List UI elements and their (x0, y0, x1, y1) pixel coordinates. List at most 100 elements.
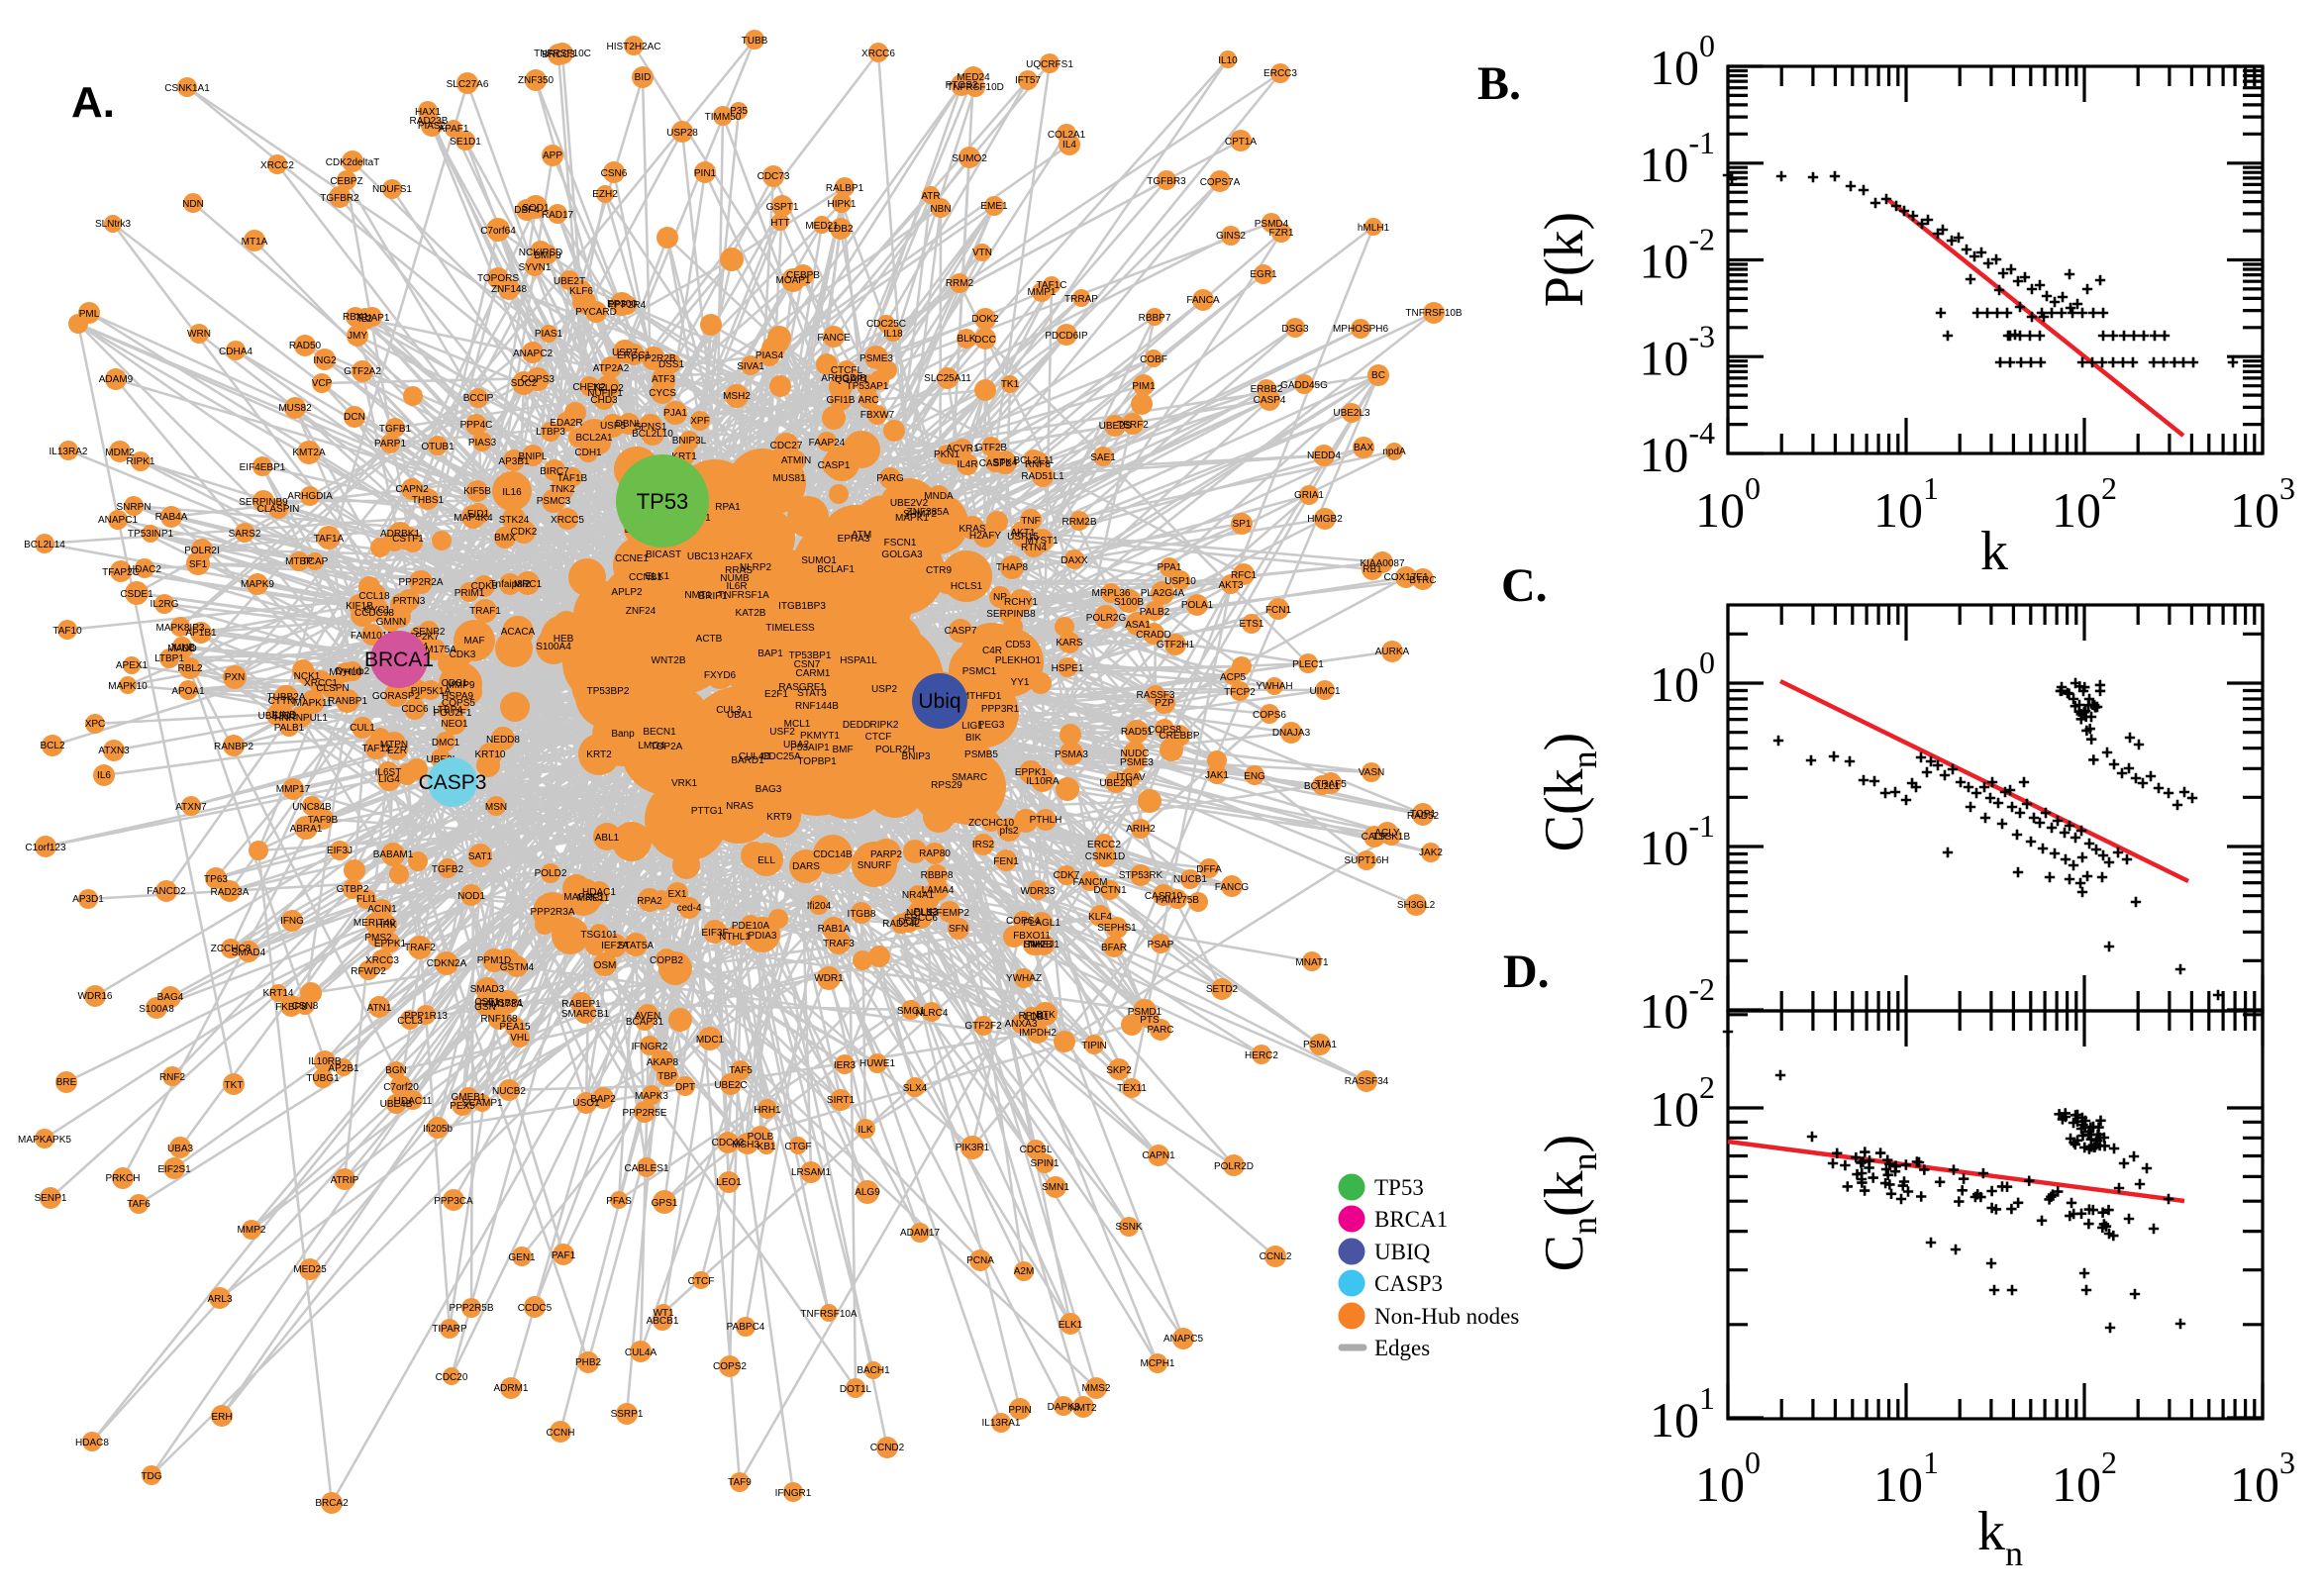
svg-text:LEO1: LEO1 (716, 1177, 742, 1188)
svg-text:GTF2H1: GTF2H1 (1157, 640, 1195, 650)
svg-text:SENP1: SENP1 (35, 1193, 67, 1204)
svg-text:STK24: STK24 (499, 515, 530, 526)
svg-text:C(kn): C(kn) (1534, 733, 1604, 852)
svg-text:PDIA3: PDIA3 (749, 931, 777, 942)
svg-text:TNFRSF10A: TNFRSF10A (800, 1309, 858, 1320)
svg-text:HDAC8: HDAC8 (75, 1438, 109, 1448)
svg-text:CYCS: CYCS (649, 388, 676, 399)
svg-text:HCLS1: HCLS1 (951, 581, 983, 592)
svg-text:KRT10: KRT10 (475, 749, 506, 760)
svg-text:KAT2B: KAT2B (736, 608, 766, 619)
svg-text:TGFBR2: TGFBR2 (320, 193, 359, 204)
svg-text:BNIPL: BNIPL (519, 451, 548, 462)
svg-text:C7orf20: C7orf20 (383, 1082, 419, 1093)
svg-text:CASP1: CASP1 (818, 460, 851, 471)
svg-text:PPP2R2A: PPP2R2A (398, 577, 443, 588)
svg-text:GMEB1: GMEB1 (451, 1092, 485, 1103)
svg-text:RNF144B: RNF144B (795, 701, 839, 712)
svg-text:RANBP1: RANBP1 (328, 696, 367, 707)
svg-text:VRK1: VRK1 (671, 778, 698, 789)
svg-text:BACH1: BACH1 (857, 1365, 890, 1376)
svg-text:ITGB8: ITGB8 (848, 909, 876, 920)
svg-text:MAPKAPK5: MAPKAPK5 (18, 1135, 71, 1146)
svg-text:CTCF: CTCF (865, 732, 892, 743)
svg-text:NMT2: NMT2 (1069, 1403, 1097, 1414)
svg-text:IL16: IL16 (502, 487, 522, 498)
svg-text:RALBP1: RALBP1 (826, 183, 864, 194)
svg-text:XPF: XPF (690, 416, 709, 427)
svg-text:SMN1: SMN1 (1042, 1182, 1069, 1193)
svg-text:DMC1: DMC1 (432, 738, 460, 748)
svg-text:BFAR: BFAR (1101, 943, 1127, 953)
svg-text:BIK: BIK (965, 733, 981, 744)
svg-text:ANAPC2: ANAPC2 (513, 349, 553, 359)
svg-text:PIAS1: PIAS1 (535, 329, 563, 340)
svg-text:AKT3: AKT3 (1218, 580, 1243, 591)
svg-text:COBF: COBF (1140, 354, 1167, 365)
svg-text:YWHAH: YWHAH (1256, 681, 1292, 692)
svg-text:JAK2: JAK2 (1419, 848, 1443, 858)
svg-text:IL10: IL10 (1218, 55, 1238, 66)
svg-text:UBE2D1: UBE2D1 (258, 711, 297, 722)
svg-text:BCAP31: BCAP31 (626, 1017, 664, 1028)
svg-text:CCNH: CCNH (547, 1428, 575, 1439)
svg-text:IFNG: IFNG (280, 916, 304, 927)
svg-text:DOT1L: DOT1L (840, 1384, 872, 1395)
svg-text:RANBP2: RANBP2 (214, 742, 253, 752)
svg-text:IFNGR2: IFNGR2 (632, 1042, 668, 1052)
svg-text:VASN: VASN (1359, 767, 1385, 778)
svg-text:USP10: USP10 (1164, 576, 1196, 587)
svg-text:PPM1D: PPM1D (477, 955, 511, 966)
svg-text:HSPE1: HSPE1 (1052, 663, 1084, 674)
svg-text:RPA1: RPA1 (715, 502, 741, 513)
svg-text:ATN1: ATN1 (367, 1003, 392, 1014)
svg-text:PIK3R1: PIK3R1 (956, 1143, 990, 1153)
svg-text:BCL2: BCL2 (40, 741, 64, 751)
svg-text:WNT2B: WNT2B (652, 655, 686, 666)
svg-text:RAP80: RAP80 (919, 848, 951, 859)
svg-text:HUWE1: HUWE1 (859, 1058, 896, 1069)
svg-text:MAF: MAF (463, 636, 484, 647)
svg-text:GTBP2: GTBP2 (337, 884, 369, 895)
svg-text:THBS1: THBS1 (412, 495, 445, 506)
svg-text:PARC: PARC (1147, 1025, 1173, 1036)
svg-text:PPP2R5B: PPP2R5B (449, 1303, 493, 1314)
svg-text:IL4R: IL4R (957, 459, 977, 470)
svg-text:FAAP24: FAAP24 (809, 438, 846, 449)
svg-text:SETD2: SETD2 (1206, 984, 1239, 995)
svg-text:TRAF2: TRAF2 (404, 943, 436, 953)
svg-text:EGR1: EGR1 (1250, 269, 1277, 280)
svg-text:COPS6: COPS6 (1253, 710, 1286, 721)
svg-text:ITGB1BP3: ITGB1BP3 (778, 601, 826, 612)
svg-text:JUNB: JUNB (169, 643, 195, 653)
svg-text:MT1A: MT1A (242, 237, 268, 248)
svg-text:CABLES1: CABLES1 (624, 1163, 668, 1174)
svg-text:IMPDH2: IMPDH2 (1019, 1028, 1057, 1039)
svg-text:GINS2: GINS2 (1216, 231, 1246, 242)
svg-text:STAT3: STAT3 (797, 688, 827, 699)
svg-text:PML: PML (79, 309, 100, 320)
svg-text:BECN1: BECN1 (643, 727, 676, 738)
svg-text:MTPN: MTPN (380, 740, 408, 750)
svg-text:CALR: CALR (1362, 832, 1388, 843)
svg-text:AURKA: AURKA (1375, 647, 1410, 657)
svg-text:ATP2A2: ATP2A2 (593, 363, 630, 374)
svg-text:UBE2L3: UBE2L3 (1333, 408, 1370, 419)
svg-text:TNFRSF10B: TNFRSF10B (1405, 308, 1463, 319)
svg-text:IL2: IL2 (358, 314, 372, 325)
svg-text:CUL4A: CUL4A (625, 1347, 657, 1358)
svg-text:TIPIN: TIPIN (1081, 1041, 1107, 1051)
svg-text:CCND2: CCND2 (870, 1443, 905, 1453)
svg-text:PALB1: PALB1 (274, 723, 305, 734)
svg-text:A2M: A2M (1014, 1266, 1035, 1277)
svg-text:TNFRSF10D: TNFRSF10D (947, 82, 1004, 93)
svg-text:FANCD2: FANCD2 (147, 886, 186, 897)
svg-text:ABCB1: ABCB1 (647, 1316, 679, 1327)
svg-text:POLR2G: POLR2G (1086, 613, 1127, 624)
svg-text:TOPBP1: TOPBP1 (797, 756, 837, 767)
svg-text:FANCE: FANCE (817, 333, 851, 344)
svg-text:SAT1: SAT1 (468, 851, 493, 862)
svg-text:CSN6: CSN6 (601, 168, 628, 179)
svg-text:PDCD6IP: PDCD6IP (1045, 331, 1088, 342)
svg-text:KIF5B: KIF5B (463, 486, 491, 497)
